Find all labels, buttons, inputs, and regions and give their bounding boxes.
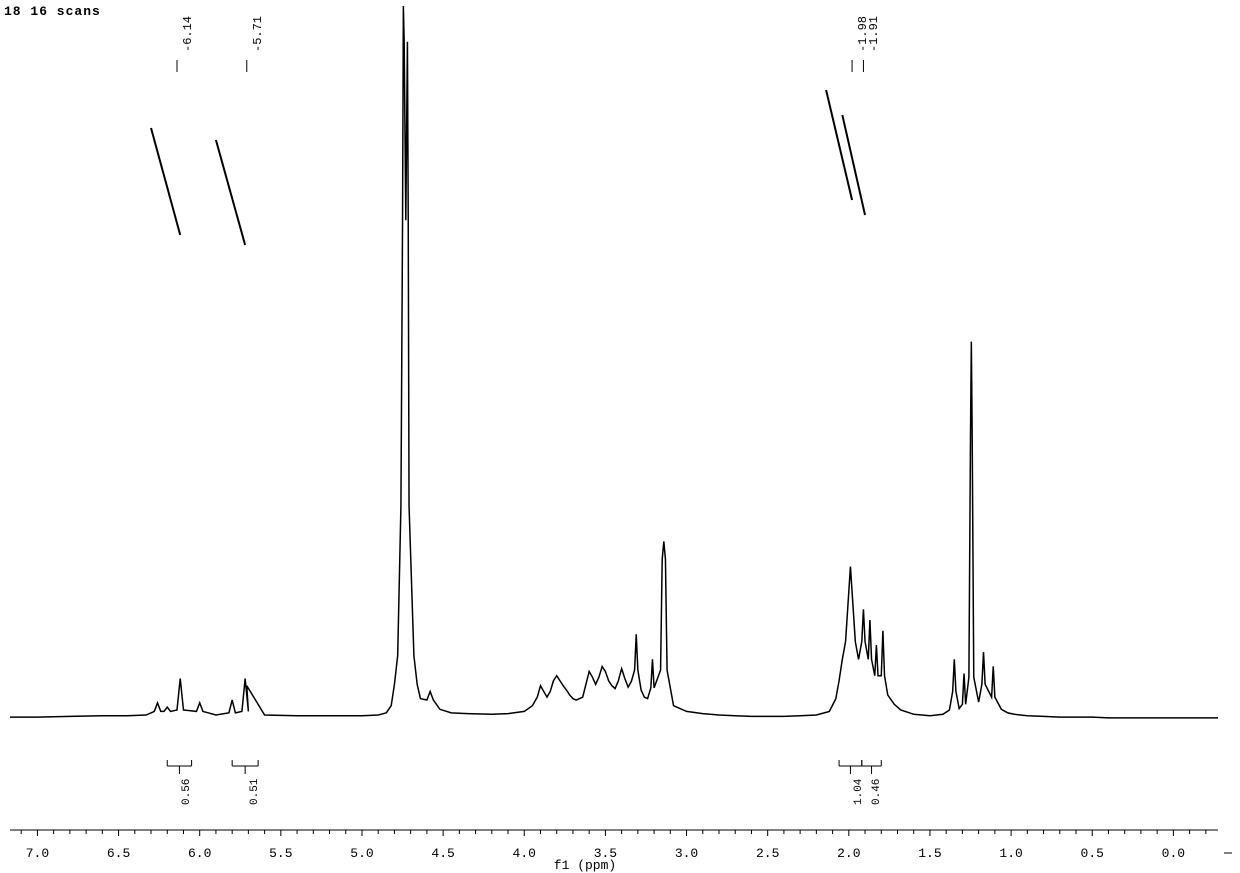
x-tick-label: 0.0 xyxy=(1162,846,1185,861)
integral-value: 1.04 xyxy=(853,779,865,805)
integral-value: 0.46 xyxy=(871,779,883,805)
x-tick-label: 5.0 xyxy=(350,846,373,861)
x-tick-label: 4.5 xyxy=(431,846,454,861)
peak-label: -1.91 xyxy=(867,16,881,52)
x-tick-label: 3.0 xyxy=(675,846,698,861)
x-tick-label: 2.0 xyxy=(837,846,860,861)
peak-indicator xyxy=(842,115,865,215)
x-tick-label: 4.0 xyxy=(513,846,536,861)
x-tick-label: 5.5 xyxy=(269,846,292,861)
integral-value: 0.51 xyxy=(249,779,261,805)
peak-indicator xyxy=(216,140,245,245)
x-tick-label: 2.5 xyxy=(756,846,779,861)
x-tick-label: 1.0 xyxy=(999,846,1022,861)
peak-label: -6.14 xyxy=(181,16,195,52)
x-tick-label: 7.0 xyxy=(26,846,49,861)
peak-indicator xyxy=(151,128,180,235)
spectrum-trace xyxy=(10,6,1218,718)
x-tick-label: 0.5 xyxy=(1081,846,1104,861)
integral-value: 0.56 xyxy=(181,779,193,805)
x-tick-label: 1.5 xyxy=(918,846,941,861)
x-tick-label: 6.5 xyxy=(107,846,130,861)
nmr-plot xyxy=(0,0,1240,863)
x-tick-label: 3.5 xyxy=(594,846,617,861)
peak-label: -5.71 xyxy=(251,16,265,52)
x-tick-label: 6.0 xyxy=(188,846,211,861)
